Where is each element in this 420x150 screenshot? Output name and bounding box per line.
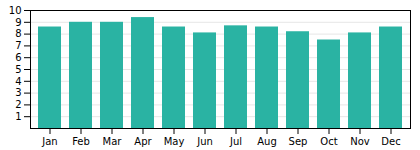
- svg-text:1: 1: [15, 111, 21, 122]
- svg-text:3: 3: [15, 87, 21, 98]
- svg-text:4: 4: [15, 76, 21, 87]
- svg-text:9: 9: [15, 17, 21, 28]
- svg-text:Dec: Dec: [381, 136, 400, 147]
- svg-text:2: 2: [15, 99, 21, 110]
- svg-text:8: 8: [15, 28, 21, 39]
- svg-text:Feb: Feb: [72, 136, 90, 147]
- svg-text:5: 5: [15, 64, 21, 75]
- svg-text:Sep: Sep: [289, 136, 308, 147]
- svg-text:Mar: Mar: [103, 136, 123, 147]
- svg-text:Jan: Jan: [41, 136, 57, 147]
- svg-text:Jun: Jun: [196, 136, 213, 147]
- svg-text:Nov: Nov: [350, 136, 370, 147]
- svg-text:Oct: Oct: [320, 136, 337, 147]
- svg-text:10: 10: [9, 5, 22, 16]
- svg-text:7: 7: [15, 40, 21, 51]
- svg-text:May: May: [164, 136, 185, 147]
- svg-text:Apr: Apr: [134, 136, 152, 147]
- svg-text:Jul: Jul: [229, 136, 242, 147]
- svg-text:6: 6: [15, 52, 21, 63]
- svg-text:Aug: Aug: [257, 136, 277, 147]
